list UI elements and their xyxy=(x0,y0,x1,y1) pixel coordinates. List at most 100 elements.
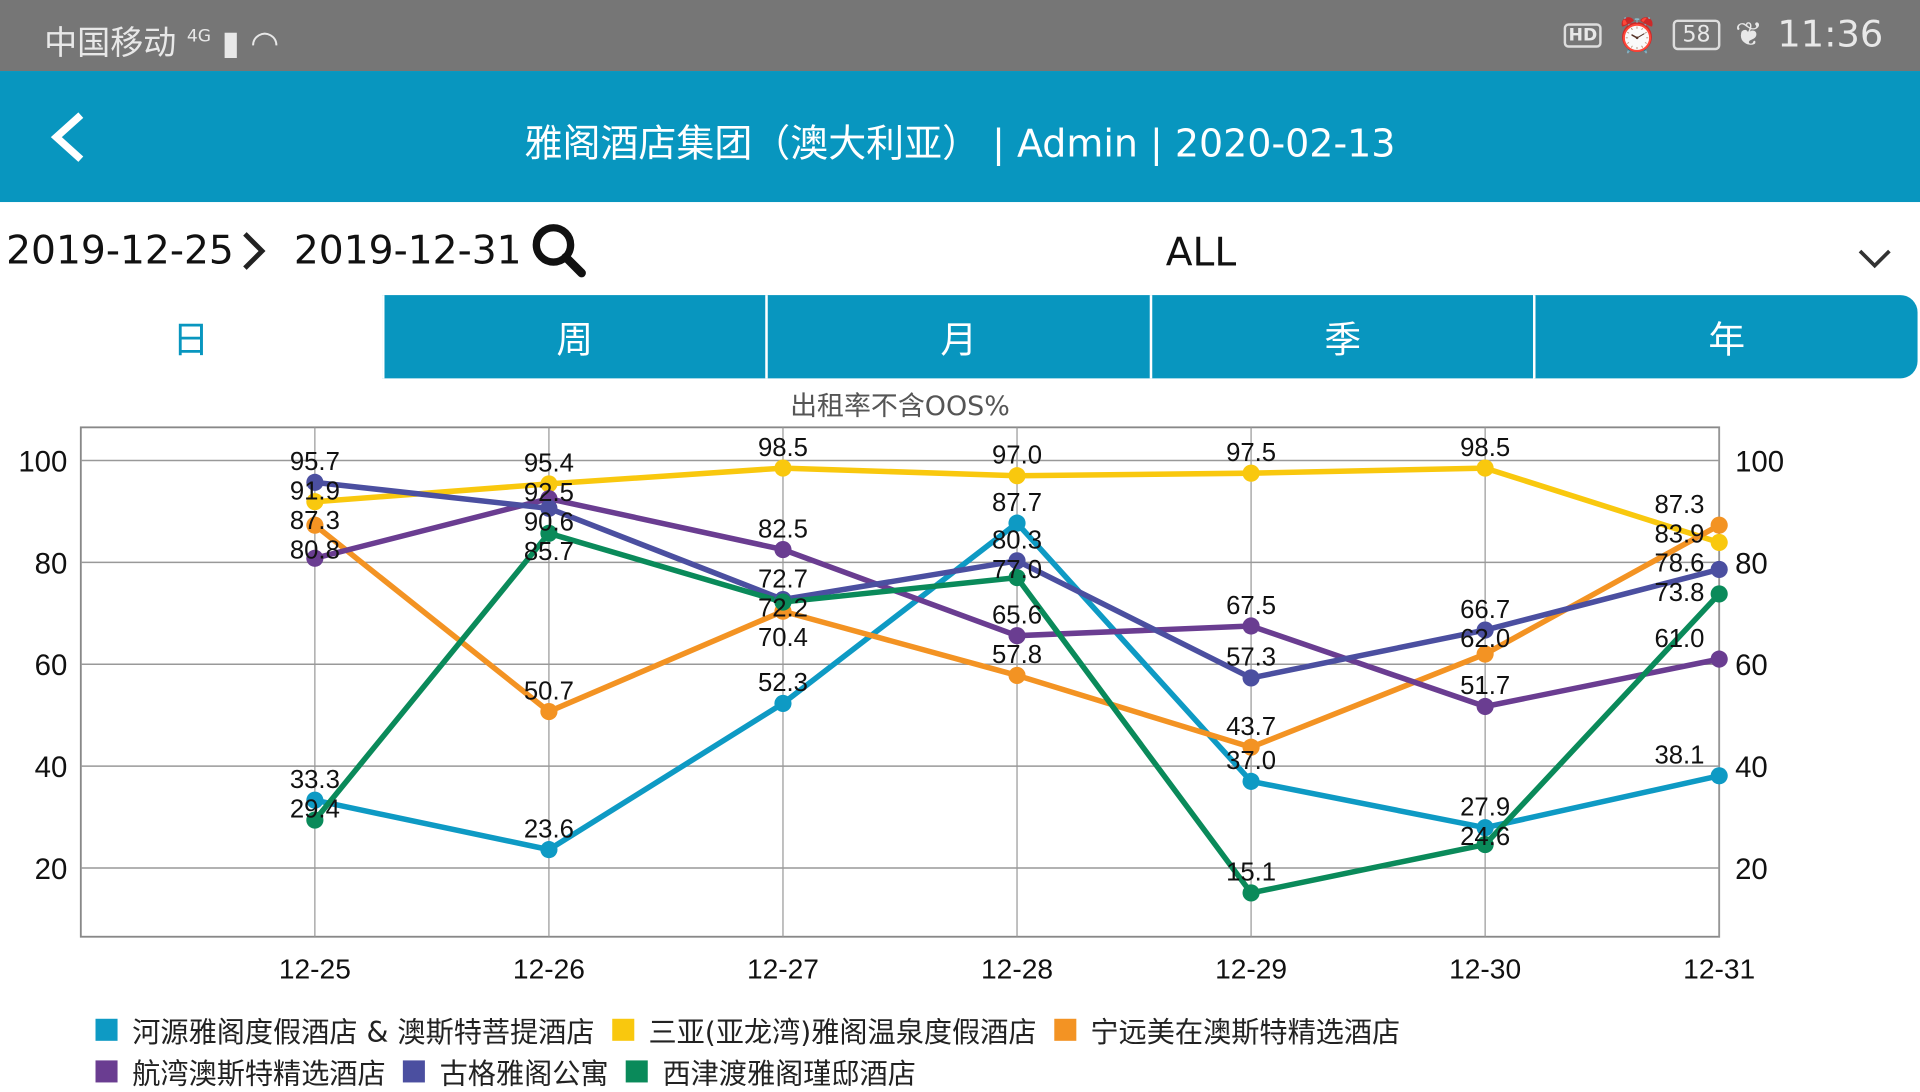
data-label: 92.5 xyxy=(524,479,574,507)
data-point xyxy=(1476,621,1494,639)
legend-item[interactable]: 古格雅阁公寓 xyxy=(402,1051,609,1092)
start-date-picker[interactable]: 2019-12-25 xyxy=(6,226,234,274)
data-label: 70.4 xyxy=(758,624,808,652)
chevron-down-icon[interactable] xyxy=(1856,234,1893,281)
legend-item[interactable]: 河源雅阁度假酒店 & 澳斯特菩提酒店 xyxy=(95,1009,595,1051)
chevron-right-icon xyxy=(239,229,268,283)
data-label: 38.1 xyxy=(1654,742,1704,770)
y-tick-label-left: 20 xyxy=(35,853,68,886)
data-point xyxy=(1242,772,1260,790)
hotel-select[interactable]: ALL xyxy=(1165,228,1237,276)
legend-swatch xyxy=(95,1018,118,1041)
data-point xyxy=(540,703,558,721)
x-tick-label: 12-28 xyxy=(981,953,1053,984)
data-point xyxy=(306,811,324,829)
data-label: 33.3 xyxy=(290,766,340,794)
data-label: 87.7 xyxy=(992,489,1042,517)
battery-icon: 58 xyxy=(1672,19,1721,51)
data-point xyxy=(1008,467,1026,485)
data-point xyxy=(1242,669,1260,687)
legend-label: 河源雅阁度假酒店 & 澳斯特菩提酒店 xyxy=(132,1017,595,1050)
data-label: 98.5 xyxy=(758,434,808,462)
chart-title: 出租率不含OOS% xyxy=(790,391,1010,423)
data-point xyxy=(1242,617,1260,635)
data-point xyxy=(1242,464,1260,482)
data-label: 37.0 xyxy=(1226,747,1276,775)
data-point xyxy=(1710,516,1728,534)
x-tick-label: 12-27 xyxy=(747,953,819,984)
data-point xyxy=(1008,569,1026,587)
hd-badge: HD xyxy=(1563,22,1603,48)
wifi-icon: ◠ xyxy=(250,24,280,63)
legend-swatch xyxy=(611,1018,634,1041)
tab-day[interactable]: 日 xyxy=(0,295,382,379)
data-point xyxy=(774,541,792,559)
data-label: 62.0 xyxy=(1460,625,1510,653)
data-label: 97.5 xyxy=(1226,439,1276,467)
data-point xyxy=(1008,627,1026,645)
data-point xyxy=(306,516,324,534)
data-label: 72.7 xyxy=(758,565,808,593)
data-label: 72.2 xyxy=(758,595,808,623)
search-button[interactable] xyxy=(530,222,589,288)
y-tick-label-left: 80 xyxy=(35,547,68,580)
period-tabs: 日 周 月 季 年 xyxy=(0,295,1918,379)
legend-label: 三亚(亚龙湾)雅阁温泉度假酒店 xyxy=(648,1017,1037,1050)
data-label: 95.4 xyxy=(524,450,574,478)
legend-item[interactable]: 西津渡雅阁瑾邸酒店 xyxy=(625,1051,916,1092)
data-label: 87.3 xyxy=(290,507,340,535)
data-label: 57.3 xyxy=(1226,644,1276,672)
tab-year[interactable]: 年 xyxy=(1533,295,1918,379)
network-type: 4G xyxy=(186,26,212,47)
legend-swatch xyxy=(1053,1018,1076,1041)
data-label: 50.7 xyxy=(524,677,574,705)
data-point xyxy=(1008,552,1026,570)
app-header: 雅阁酒店集团（澳大利亚） | Admin | 2020-02-13 xyxy=(0,71,1920,203)
y-tick-label-right: 20 xyxy=(1735,853,1768,886)
legend-label: 宁远美在澳斯特精选酒店 xyxy=(1090,1017,1401,1050)
y-tick-label-right: 40 xyxy=(1735,751,1768,784)
y-tick-label-left: 60 xyxy=(35,649,68,682)
x-tick-label: 12-30 xyxy=(1449,953,1521,984)
carrier-label: 中国移动 xyxy=(44,24,177,63)
legend-label: 古格雅阁公寓 xyxy=(439,1059,609,1092)
end-date-picker[interactable]: 2019-12-31 xyxy=(293,226,522,274)
data-label: 77.0 xyxy=(992,556,1042,584)
data-point xyxy=(540,499,558,517)
data-label: 91.9 xyxy=(290,478,340,506)
data-label: 52.3 xyxy=(758,669,808,697)
legend-item[interactable]: 宁远美在澳斯特精选酒店 xyxy=(1053,1009,1401,1051)
data-label: 78.6 xyxy=(1654,550,1704,578)
tab-quarter[interactable]: 季 xyxy=(1149,295,1534,379)
data-label: 24.6 xyxy=(1460,823,1510,851)
data-label: 51.7 xyxy=(1460,672,1510,700)
status-bar: 中国移动 4G ▮ ◠ HD ⏰ 58 ❦ 11:36 xyxy=(0,0,1920,72)
filter-bar: 2019-12-25 2019-12-31 ALL xyxy=(0,202,1920,295)
legend-item[interactable]: 三亚(亚龙湾)雅阁温泉度假酒店 xyxy=(611,1009,1037,1051)
data-point xyxy=(306,791,324,809)
page-title: 雅阁酒店集团（澳大利亚） | Admin | 2020-02-13 xyxy=(524,122,1396,167)
y-tick-label-left: 40 xyxy=(35,751,68,784)
data-label: 80.3 xyxy=(992,527,1042,555)
data-point xyxy=(1476,819,1494,837)
back-arrow-icon xyxy=(50,112,84,162)
data-label: 95.7 xyxy=(290,448,340,476)
tab-week[interactable]: 周 xyxy=(381,295,766,379)
data-label: 61.0 xyxy=(1654,625,1704,653)
alarm-icon: ⏰ xyxy=(1616,16,1658,55)
x-tick-label: 12-29 xyxy=(1215,953,1287,984)
back-button[interactable] xyxy=(47,110,96,164)
legend-item[interactable]: 航湾澳斯特精选酒店 xyxy=(95,1051,386,1092)
tab-month[interactable]: 月 xyxy=(765,295,1150,379)
data-label: 29.4 xyxy=(290,795,340,823)
data-point xyxy=(774,459,792,477)
data-point xyxy=(1710,560,1728,579)
data-label: 43.7 xyxy=(1226,713,1276,741)
data-label: 82.5 xyxy=(758,515,808,543)
data-point xyxy=(1476,835,1494,854)
data-label: 23.6 xyxy=(524,815,574,843)
y-tick-label-left: 100 xyxy=(18,445,67,478)
clock: 11:36 xyxy=(1777,13,1884,57)
data-point xyxy=(774,593,792,611)
